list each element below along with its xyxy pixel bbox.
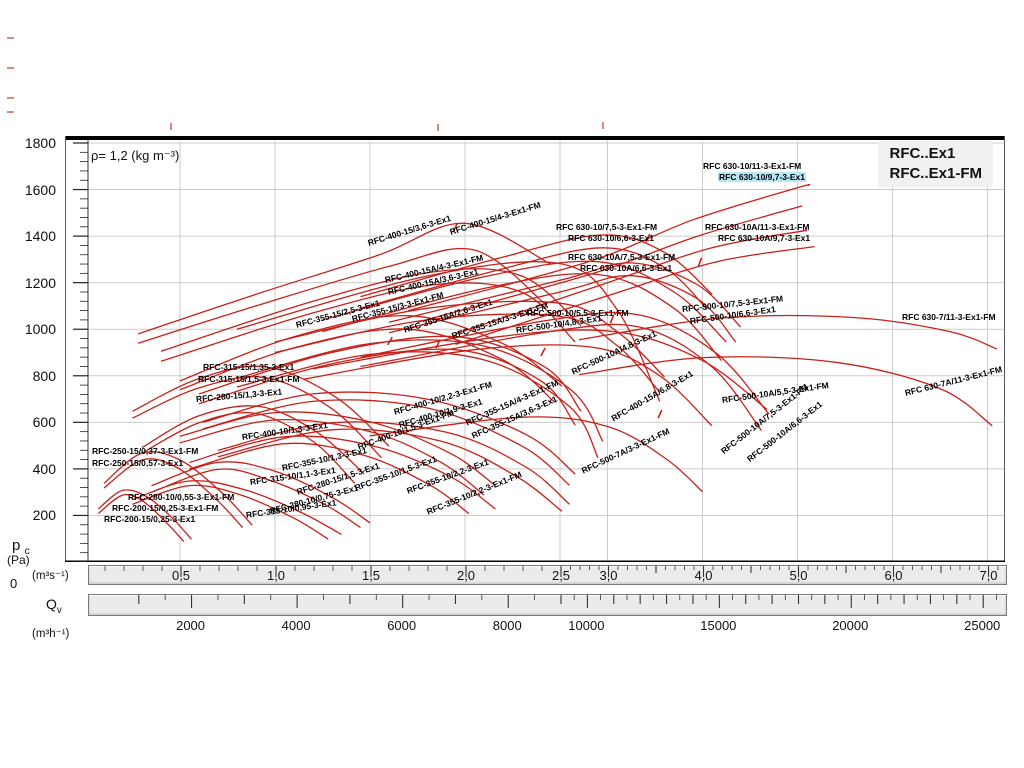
fan-curve [578, 356, 993, 427]
fan-curve [103, 458, 244, 528]
fan-curve [202, 399, 570, 486]
y-axis-tick-label: 600 [32, 414, 56, 431]
x-scale-bar-m3h [88, 594, 1007, 616]
m3s-tick-label: 5,0 [789, 568, 808, 583]
m3h-tick-label: 8000 [492, 618, 522, 633]
m3s-tick-label: 1,5 [361, 568, 381, 583]
m3s-tick-label: 0,5 [171, 568, 191, 583]
legend-line-ex1: RFC..Ex1 [889, 145, 956, 162]
fan-curve [217, 428, 563, 512]
y-axis-title: p c [12, 537, 30, 557]
fan-curve [160, 268, 582, 352]
m3h-tick-label: 4000 [281, 618, 311, 633]
chart-canvas [65, 136, 1005, 562]
stray-mark [437, 124, 439, 131]
fan-curve [179, 419, 485, 496]
m3h-tick-label: 15000 [700, 618, 737, 633]
y-axis-tick-label: 1200 [24, 274, 56, 291]
legend-line-ex1-fm: RFC..Ex1-FM [889, 165, 982, 182]
fan-curve [202, 391, 576, 475]
fan-curve [151, 468, 361, 529]
y-axis-tick-label: 1800 [24, 135, 56, 151]
fan-curve [132, 365, 390, 447]
fan-curve [151, 461, 371, 524]
m3s-tick-label: 1,0 [266, 568, 286, 583]
m3s-tick-label: 4,0 [694, 568, 713, 583]
fan-curve [160, 282, 576, 362]
fan-curve-chart: RFC 630-10/11-3-Ex1-FM RFC 630-10/9,7-3-E… [65, 136, 1005, 562]
fan-curve [217, 421, 570, 505]
y-axis-symbol-sub: c [24, 545, 30, 557]
stray-mark [170, 123, 172, 130]
fan-curve [236, 261, 661, 402]
m3s-tick-label: 6,0 [884, 568, 903, 583]
fan-curve [132, 480, 342, 536]
m3h-tick-label: 20000 [832, 618, 869, 633]
y-axis-tick-label: 400 [32, 460, 56, 477]
m3h-tick-label: 25000 [964, 618, 1001, 633]
x-axis-unit-m3s: (m³s⁻¹) [32, 570, 69, 582]
m3s-tick-label: 2,0 [456, 568, 476, 583]
m3h-ticks [138, 595, 997, 608]
x-axis-unit-m3h: (m³h⁻¹) [32, 628, 70, 640]
m3s-tick-label: 7,0 [979, 568, 998, 583]
fan-curve [303, 344, 713, 427]
y-axis-tick-label: 1000 [24, 321, 56, 338]
m3h-tick-label: 6000 [387, 618, 417, 633]
m3s-tick-label: 2,5 [551, 568, 571, 583]
x-scale-bar-m3s: 0,5 1,0 1,5 2,0 2,5 3,0 4,0 5,0 6,0 7,0 [88, 565, 1007, 585]
fan-curve [103, 450, 253, 526]
stray-mark [7, 67, 14, 69]
fan-curve [189, 435, 496, 510]
y-zero-label: 0 [10, 576, 18, 591]
y-axis-symbol: p [12, 537, 21, 554]
fan-curve [236, 351, 599, 459]
fan-curve [388, 262, 741, 328]
fan-curve [132, 376, 382, 459]
m3h-tick-label: 2000 [176, 618, 206, 633]
stray-mark [7, 37, 14, 39]
y-axis-tick-label: 1600 [24, 181, 56, 198]
fan-curve [388, 274, 737, 343]
fan-curve [141, 405, 365, 475]
density-annotation: ρ= 1,2 (kg m⁻³) [91, 148, 180, 163]
fan-curve [578, 314, 998, 350]
y-axis-tick-label: 200 [32, 507, 56, 524]
qv-symbol: Q [46, 596, 57, 612]
qv-symbol-sub: v [56, 604, 62, 616]
fan-curve [189, 442, 470, 515]
fan-curve [322, 273, 722, 362]
legend-box: RFC..Ex1 RFC..Ex1-FM [878, 141, 993, 187]
m3s-ticks [104, 566, 999, 577]
stray-mark [602, 122, 604, 129]
fan-curve [360, 323, 762, 431]
fan-curve [417, 205, 803, 323]
y-axis-unit: (Pa) [7, 553, 30, 567]
fan-curve [179, 315, 563, 387]
stray-mark [7, 111, 14, 113]
fan-curve [97, 489, 192, 540]
fan-curve [97, 493, 185, 542]
m3h-tick-label: 10000 [568, 618, 605, 633]
fan-curve [137, 222, 551, 335]
fan-curve [236, 339, 604, 442]
y-axis-tick-label: 800 [32, 367, 56, 384]
fan-curve [141, 412, 356, 484]
stray-mark [7, 97, 14, 99]
fan-curve [132, 484, 329, 540]
fan-curve [322, 260, 727, 343]
qv-axis-title: Qv [46, 596, 62, 616]
m3s-tick-label: 3,0 [599, 568, 618, 583]
y-axis-tick-label: 1400 [24, 228, 56, 245]
fan-curve [369, 416, 703, 493]
